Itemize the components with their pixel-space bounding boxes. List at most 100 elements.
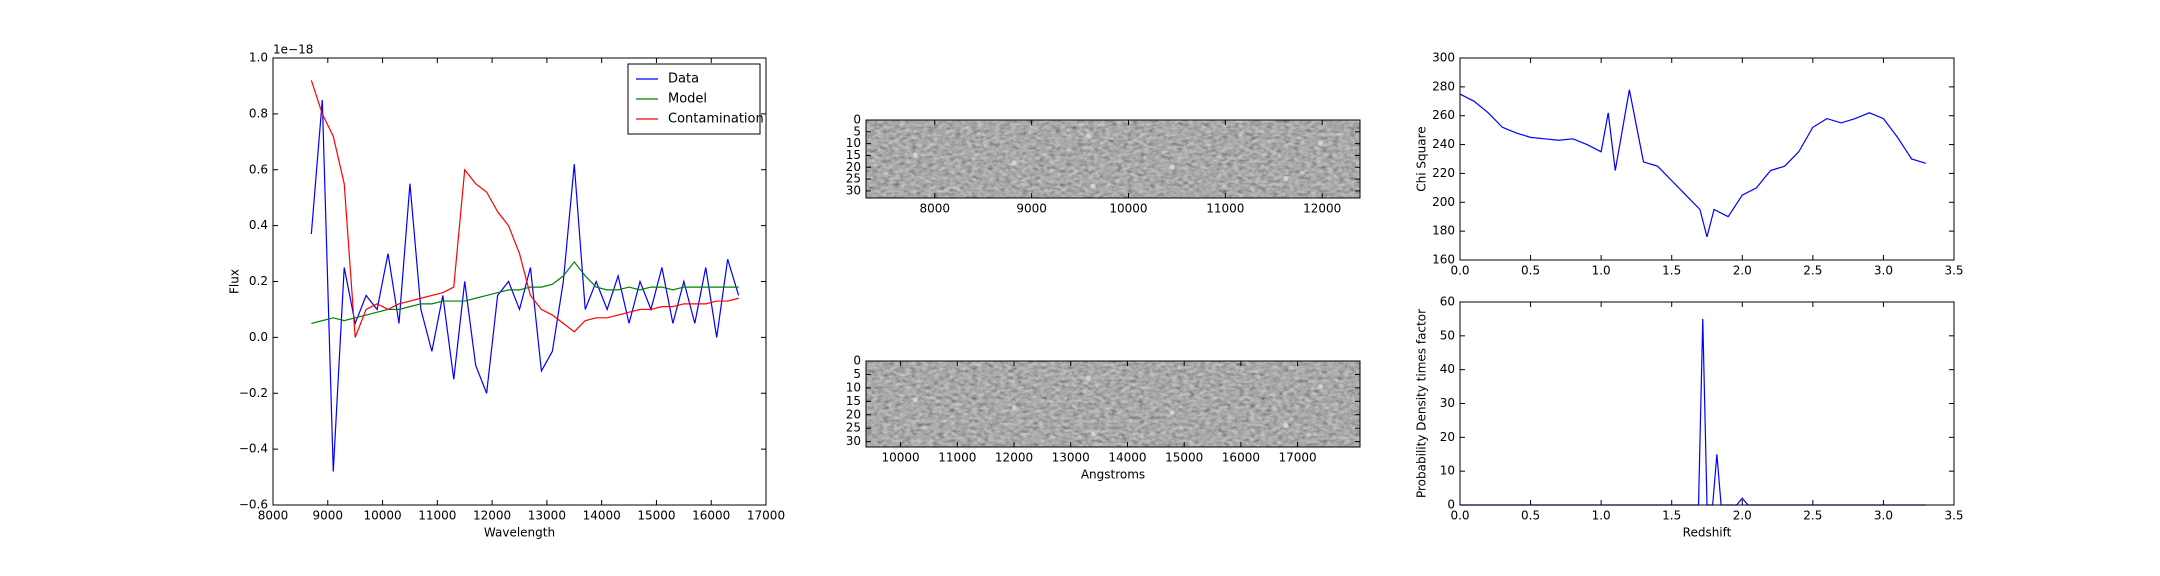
y-tick-label: 10 (1440, 464, 1455, 478)
y-tick-label: 60 (1440, 295, 1455, 309)
x-tick-label: 12000 (473, 509, 511, 523)
y-tick-label: 260 (1432, 108, 1455, 122)
bright-spot (1283, 423, 1289, 428)
y-tick-label: 15 (846, 394, 861, 408)
x-tick-label: 0.5 (1521, 509, 1540, 523)
y-offset-label: 1e−18 (273, 43, 313, 57)
bright-spot (1011, 160, 1017, 166)
x-tick-label: 16000 (692, 509, 730, 523)
x-axis-label: Angstroms (1081, 468, 1145, 482)
x-tick-label: 1.5 (1662, 264, 1681, 278)
y-tick-label: −0.4 (239, 442, 268, 456)
x-tick-label: 0.0 (1450, 264, 1469, 278)
y-tick-label: 20 (846, 407, 861, 421)
x-tick-label: 10000 (1109, 202, 1147, 216)
bright-spot (1317, 384, 1323, 390)
bright-spot (1090, 431, 1096, 437)
bright-spot (1169, 164, 1175, 170)
y-tick-label: −0.2 (239, 386, 268, 400)
x-tick-label: 17000 (747, 509, 785, 523)
x-tick-label: 11000 (1206, 202, 1244, 216)
x-tick-label: 3.5 (1944, 509, 1963, 523)
y-tick-label: 0.8 (249, 106, 268, 120)
x-tick-label: 14000 (1108, 451, 1146, 465)
spectrum-image (866, 120, 1360, 198)
bright-spot (1090, 183, 1096, 189)
y-tick-label: 220 (1432, 166, 1455, 180)
series-line (311, 260, 739, 324)
x-tick-label: 0.0 (1450, 509, 1469, 523)
y-tick-label: 15 (846, 148, 861, 162)
x-tick-label: 9000 (1016, 202, 1047, 216)
y-tick-label: 10 (846, 136, 861, 150)
y-tick-label: 5 (853, 124, 861, 138)
y-tick-label: 0.2 (249, 274, 268, 288)
y-tick-label: 160 (1432, 253, 1455, 267)
y-tick-label: 0.4 (249, 218, 268, 232)
x-tick-label: 12000 (1303, 202, 1341, 216)
x-tick-label: 15000 (637, 509, 675, 523)
y-tick-label: 0 (853, 354, 861, 368)
y-tick-label: 30 (1440, 396, 1455, 410)
x-tick-label: 2.0 (1733, 509, 1752, 523)
y-tick-label: 1.0 (249, 51, 268, 65)
y-tick-label: 40 (1440, 362, 1455, 376)
x-tick-label: 3.0 (1874, 509, 1893, 523)
x-tick-label: 15000 (1165, 451, 1203, 465)
x-tick-label: 13000 (1052, 451, 1090, 465)
x-tick-label: 10000 (363, 509, 401, 523)
axes-frame (865, 360, 1361, 448)
x-tick-label: 11000 (938, 451, 976, 465)
y-tick-label: 0 (853, 113, 861, 127)
x-tick-label: 3.0 (1874, 264, 1893, 278)
bright-spot (1011, 405, 1017, 411)
legend-label: Data (668, 72, 699, 87)
x-tick-label: 11000 (418, 509, 456, 523)
y-tick-label: 200 (1432, 195, 1455, 209)
x-axis-label: Redshift (1683, 526, 1732, 540)
x-tick-label: 3.5 (1944, 264, 1963, 278)
y-tick-label: 0.6 (249, 162, 268, 176)
x-tick-label: 13000 (528, 509, 566, 523)
x-tick-label: 1.0 (1592, 509, 1611, 523)
y-axis-label: Probability Density times factor (1415, 309, 1429, 498)
y-tick-label: 20 (1440, 430, 1455, 444)
bright-spot (1283, 176, 1289, 181)
x-tick-label: 14000 (583, 509, 621, 523)
y-tick-label: 20 (846, 160, 861, 174)
axes-frame (1459, 57, 1955, 261)
y-tick-label: 30 (846, 183, 861, 197)
y-tick-label: 30 (846, 434, 861, 448)
x-tick-label: 1.0 (1592, 264, 1611, 278)
bright-spot (1169, 410, 1175, 416)
y-tick-label: 25 (846, 421, 861, 435)
bright-spot (1317, 140, 1323, 146)
x-tick-label: 16000 (1222, 451, 1260, 465)
x-axis-label: Wavelength (484, 526, 555, 540)
x-tick-label: 9000 (313, 509, 344, 523)
y-tick-label: 300 (1432, 51, 1455, 65)
x-tick-label: 0.5 (1521, 264, 1540, 278)
x-tick-label: 10000 (882, 451, 920, 465)
y-tick-label: 50 (1440, 328, 1455, 342)
x-tick-label: 2.5 (1803, 509, 1822, 523)
x-tick-label: 8000 (919, 202, 950, 216)
legend-label: Contamination (668, 112, 764, 127)
x-tick-label: 1.5 (1662, 509, 1681, 523)
x-tick-label: 2.5 (1803, 264, 1822, 278)
y-axis-label: Flux (228, 269, 242, 294)
bright-spot (1085, 133, 1091, 139)
bright-spot (1085, 375, 1091, 381)
axes-frame (865, 119, 1361, 199)
series-line (310, 80, 739, 338)
bright-spot (912, 152, 918, 158)
x-tick-label: 12000 (995, 451, 1033, 465)
y-tick-label: 5 (853, 367, 861, 381)
y-tick-label: 0.0 (249, 330, 268, 344)
y-tick-label: 0 (1447, 498, 1455, 512)
y-tick-label: −0.6 (239, 498, 268, 512)
x-tick-label: 8000 (258, 509, 289, 523)
spectrum-image (866, 361, 1360, 447)
